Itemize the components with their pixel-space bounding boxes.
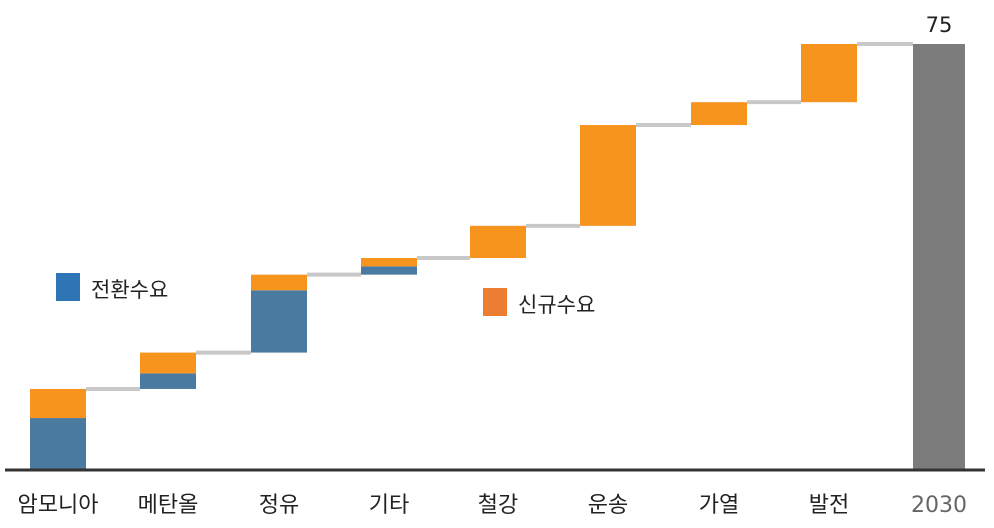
x-tick-label: 2030 xyxy=(911,493,967,518)
total-value-label: 75 xyxy=(926,13,953,37)
bar-total xyxy=(913,44,965,470)
x-tick-label: 발전 xyxy=(809,493,849,518)
x-tick-label: 암모니아 xyxy=(18,493,99,518)
bar-new-1 xyxy=(140,352,196,374)
bar-conversion-1 xyxy=(140,373,196,389)
x-tick-label: 운송 xyxy=(588,493,628,518)
x-tick-label: 정유 xyxy=(259,493,299,518)
bar-new-5 xyxy=(580,125,636,226)
bar-new-4 xyxy=(470,225,526,259)
bar-new-3 xyxy=(361,258,417,267)
legend-swatch-conversion xyxy=(56,273,80,301)
bar-conversion-0 xyxy=(30,418,86,470)
legend-swatch-new xyxy=(483,288,507,316)
x-tick-label: 기타 xyxy=(369,493,409,518)
legend-label-conversion: 전환수요 xyxy=(91,278,168,302)
bar-new-6 xyxy=(691,102,747,126)
x-tick-label: 철강 xyxy=(478,493,518,518)
bar-new-2 xyxy=(251,274,307,291)
legend-label-new: 신규수요 xyxy=(518,293,595,317)
bar-conversion-2 xyxy=(251,290,307,353)
bar-new-7 xyxy=(801,44,857,103)
bar-new-0 xyxy=(30,388,86,419)
x-tick-label: 가열 xyxy=(699,493,739,518)
x-tick-label: 메탄올 xyxy=(138,493,199,518)
bar-conversion-3 xyxy=(361,266,417,275)
